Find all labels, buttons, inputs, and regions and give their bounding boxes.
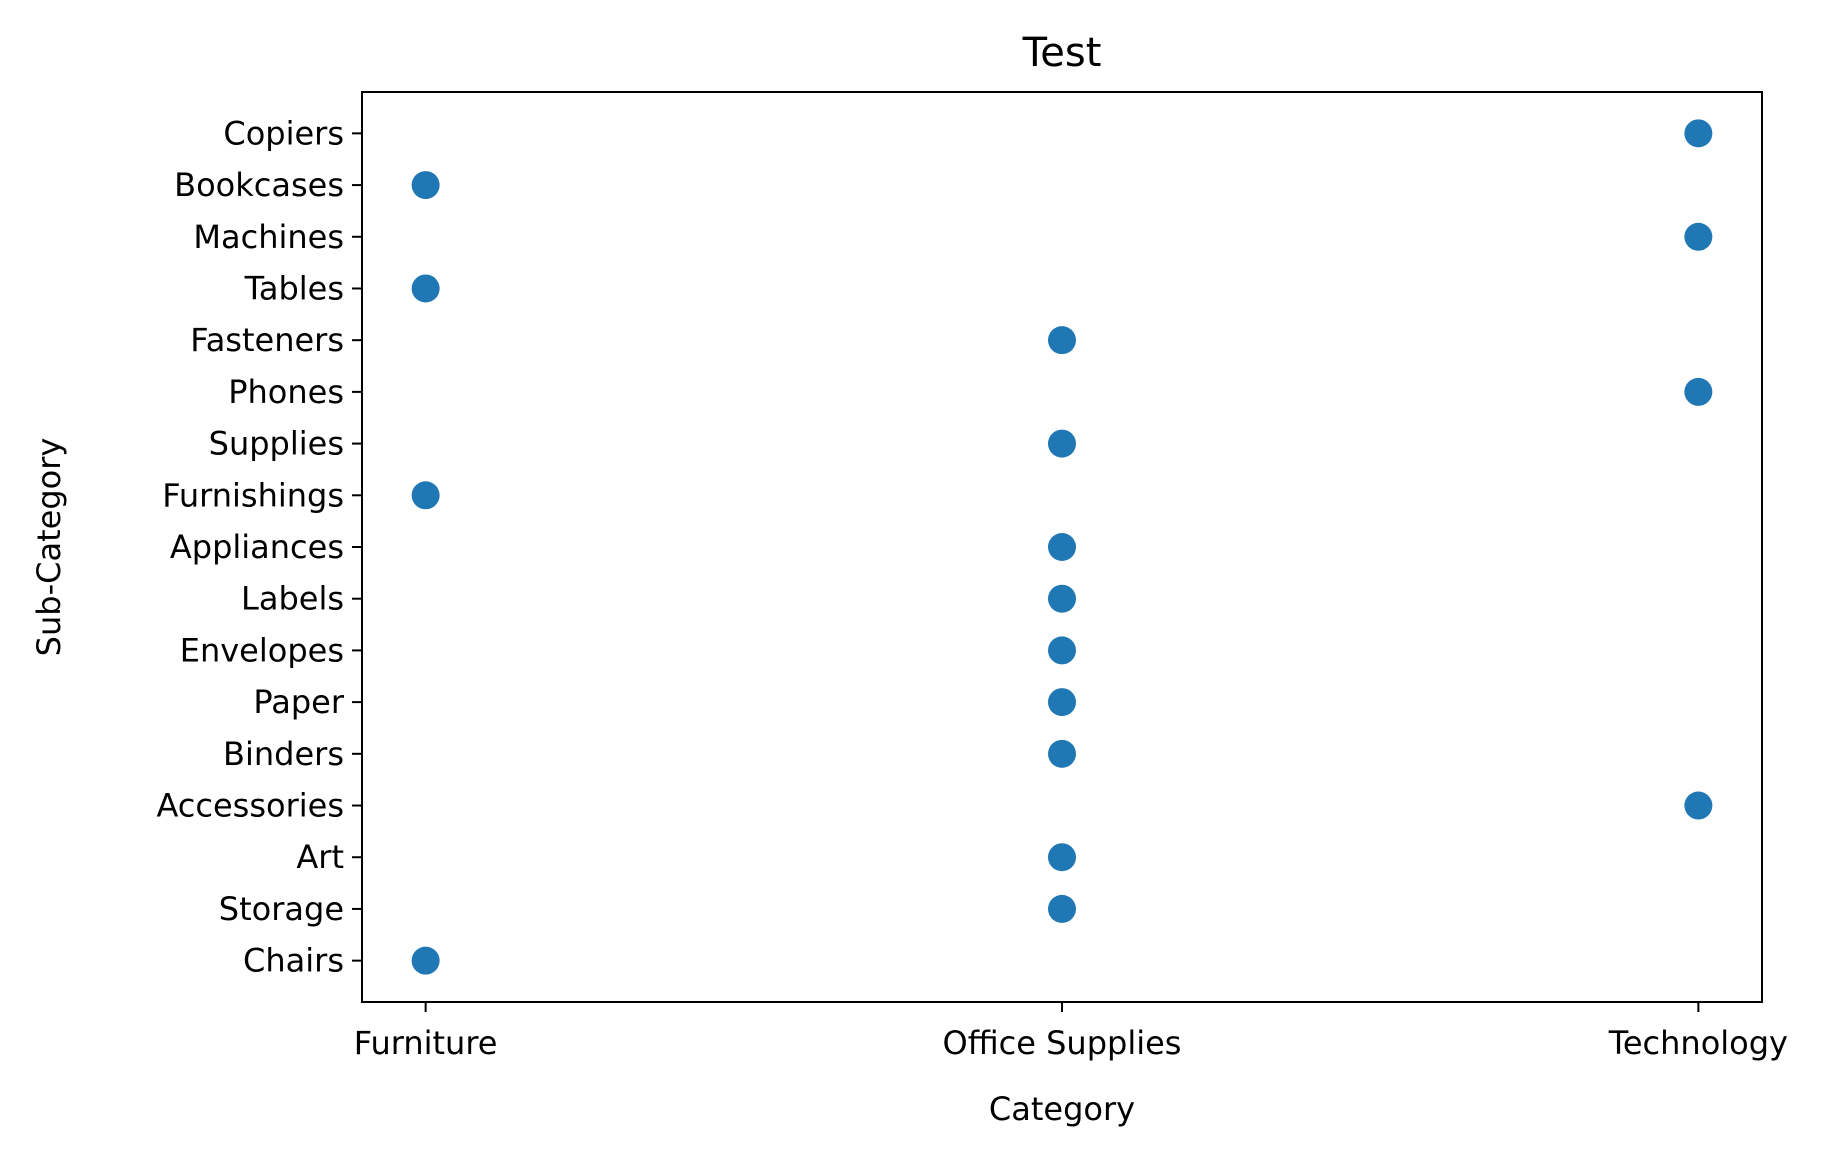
data-point-furnishings (411, 481, 440, 510)
data-point-paper (1048, 688, 1076, 717)
data-point-envelopes (1048, 636, 1076, 665)
y-tick-label-supplies: Supplies (209, 425, 344, 463)
y-tick-label-chairs: Chairs (243, 942, 344, 980)
y-tick-label-furnishings: Furnishings (162, 476, 344, 514)
y-tick-label-appliances: Appliances (170, 528, 344, 566)
y-tick-label-bookcases: Bookcases (174, 166, 344, 204)
data-point-chairs (411, 946, 440, 975)
data-point-appliances (1048, 533, 1076, 561)
data-point-phones (1684, 377, 1713, 406)
data-point-machines (1684, 222, 1713, 251)
y-tick-label-envelopes: Envelopes (180, 631, 344, 669)
x-tick-label-furniture: Furniture (354, 1024, 498, 1062)
data-point-art (1048, 843, 1076, 872)
y-tick-label-storage: Storage (219, 890, 344, 928)
y-tick-label-fasteners: Fasteners (190, 321, 344, 359)
data-point-fasteners (1048, 326, 1076, 355)
data-point-supplies (1048, 429, 1076, 458)
y-axis-ticks: Chairs Storage Art Accessories Binders Paper E… (156, 114, 362, 980)
data-point-labels (1048, 584, 1076, 613)
y-axis-label: Sub-Category (30, 438, 68, 657)
data-point-binders (1048, 739, 1076, 768)
y-tick-label-copiers: Copiers (223, 114, 344, 152)
y-tick-label-labels: Labels (241, 580, 344, 618)
data-point-tables (411, 274, 440, 303)
data-points (411, 119, 1713, 975)
y-tick-label-paper: Paper (253, 683, 344, 721)
data-point-accessories (1684, 791, 1713, 820)
y-tick-label-accessories: Accessories (156, 787, 344, 825)
data-point-copiers (1684, 119, 1713, 148)
chart-title: Test (1022, 30, 1102, 76)
x-axis-label: Category (989, 1090, 1135, 1128)
data-point-bookcases (411, 171, 440, 200)
x-tick-label-technology: Technology (1608, 1024, 1788, 1062)
y-tick-label-art: Art (296, 838, 344, 876)
y-tick-label-binders: Binders (223, 735, 344, 773)
data-point-storage (1048, 894, 1076, 923)
y-tick-label-phones: Phones (228, 373, 344, 411)
y-tick-label-machines: Machines (193, 218, 344, 256)
x-tick-label-office-supplies: Office Supplies (943, 1024, 1182, 1062)
y-tick-label-tables: Tables (244, 269, 344, 307)
x-axis-ticks: Furniture Office Supplies Technology (354, 1002, 1788, 1062)
